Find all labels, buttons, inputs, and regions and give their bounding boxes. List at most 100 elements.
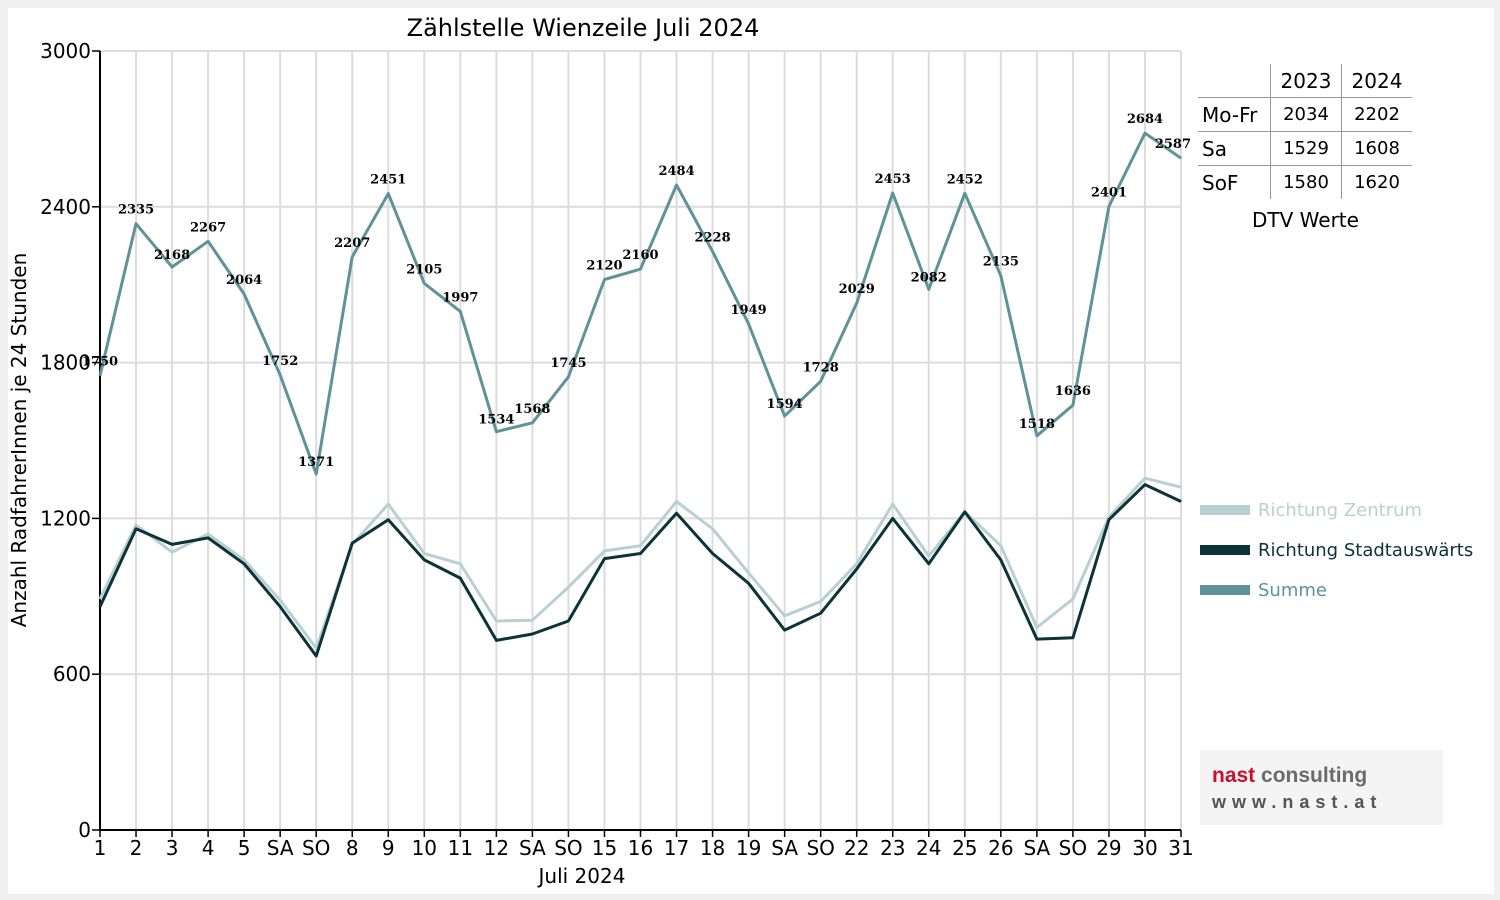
x-tick-label: 11 bbox=[448, 836, 473, 860]
y-tick-label: 0 bbox=[78, 818, 91, 842]
x-tick-label: SA bbox=[771, 836, 798, 860]
x-tick-label: 26 bbox=[988, 836, 1013, 860]
data-point bbox=[856, 302, 858, 304]
data-point bbox=[640, 268, 641, 270]
data-point bbox=[459, 563, 461, 565]
y-axis-title: Anzahl RadfahrerInnen je 24 Stunden bbox=[7, 253, 31, 628]
dtv-cell-2024: 2202 bbox=[1341, 97, 1412, 132]
x-tick-label: SO bbox=[302, 836, 330, 860]
data-label: 1728 bbox=[803, 360, 839, 375]
data-point bbox=[495, 639, 497, 641]
legend-label: Richtung Zentrum bbox=[1258, 499, 1423, 521]
data-point bbox=[784, 415, 786, 417]
data-label: 2453 bbox=[875, 172, 911, 187]
dtv-cell-2023: 1529 bbox=[1270, 131, 1342, 166]
x-tick-label: 18 bbox=[700, 836, 725, 860]
data-point bbox=[315, 473, 317, 475]
data-label: 1534 bbox=[478, 413, 514, 428]
data-point bbox=[243, 559, 245, 561]
data-point bbox=[315, 647, 317, 649]
legend-label: Richtung Stadtauswärts bbox=[1258, 539, 1474, 561]
legend: Richtung Zentrum Richtung Stadtauswärts … bbox=[1200, 490, 1473, 610]
x-tick-label: SA bbox=[519, 836, 546, 860]
x-tick-label: 12 bbox=[484, 836, 509, 860]
data-label: 2082 bbox=[911, 270, 947, 285]
dtv-table-header: 2023 2024 bbox=[1198, 64, 1412, 98]
x-tick-label: 4 bbox=[202, 836, 215, 860]
series-lines bbox=[98, 131, 1182, 658]
y-tick-label: 2400 bbox=[40, 195, 91, 219]
data-point bbox=[1144, 477, 1146, 479]
data-label: 2335 bbox=[118, 203, 154, 218]
x-tick-label: 9 bbox=[382, 836, 395, 860]
data-label: 2484 bbox=[658, 164, 694, 179]
x-tick-label: 22 bbox=[844, 836, 869, 860]
data-point bbox=[531, 422, 533, 424]
data-point bbox=[1072, 404, 1074, 406]
y-tick-label: 1200 bbox=[40, 506, 91, 530]
data-point bbox=[964, 192, 966, 194]
x-tick-label: 24 bbox=[916, 836, 941, 860]
data-point bbox=[1108, 519, 1110, 521]
x-tick-label: SO bbox=[554, 836, 582, 860]
data-point bbox=[748, 582, 750, 584]
data-point bbox=[531, 633, 533, 635]
dtv-cell-2023: 1580 bbox=[1270, 165, 1342, 199]
data-point bbox=[1036, 626, 1038, 628]
data-point bbox=[459, 310, 461, 312]
data-label: 1745 bbox=[550, 356, 586, 371]
data-point bbox=[135, 524, 137, 526]
data-point bbox=[567, 376, 569, 378]
data-label: 2168 bbox=[154, 248, 190, 263]
data-label: 1997 bbox=[442, 290, 478, 305]
data-point bbox=[712, 552, 714, 554]
dtv-cell-2024: 1608 bbox=[1341, 131, 1412, 166]
data-label: 2267 bbox=[190, 220, 226, 235]
data-point bbox=[567, 586, 569, 588]
data-point bbox=[928, 555, 930, 557]
data-point bbox=[99, 598, 101, 600]
data-point bbox=[892, 517, 894, 519]
data-label: 2135 bbox=[983, 255, 1019, 270]
data-label: 2105 bbox=[406, 262, 442, 277]
data-point bbox=[1180, 157, 1182, 159]
legend-swatch bbox=[1200, 505, 1250, 515]
x-tick-label: SO bbox=[806, 836, 834, 860]
data-point bbox=[603, 558, 605, 560]
data-point bbox=[279, 606, 281, 608]
dtv-cell-2024: 1620 bbox=[1341, 165, 1412, 199]
y-tick-label: 1800 bbox=[40, 351, 91, 375]
x-tick-label: 2 bbox=[130, 836, 143, 860]
data-point bbox=[423, 552, 425, 554]
data-point bbox=[676, 512, 678, 514]
grid-lines bbox=[99, 50, 1182, 831]
dtv-header-blank bbox=[1198, 64, 1271, 98]
data-point bbox=[207, 240, 209, 242]
x-tick-label: 17 bbox=[664, 836, 689, 860]
data-point bbox=[820, 612, 822, 614]
data-label: 2207 bbox=[334, 236, 370, 251]
x-tick-label: 1 bbox=[94, 836, 107, 860]
data-point bbox=[820, 600, 822, 602]
x-tick-label: 23 bbox=[880, 836, 905, 860]
data-label: 2401 bbox=[1091, 186, 1127, 201]
data-point bbox=[495, 431, 497, 433]
data-point bbox=[243, 293, 245, 295]
data-point bbox=[135, 528, 137, 530]
data-point bbox=[207, 537, 209, 539]
x-tick-label: 5 bbox=[238, 836, 251, 860]
dtv-header-2023: 2023 bbox=[1270, 64, 1342, 98]
data-point bbox=[1000, 559, 1002, 561]
x-tick-label: 16 bbox=[628, 836, 653, 860]
data-point bbox=[1000, 275, 1002, 277]
logo-name: nast consulting bbox=[1212, 764, 1368, 787]
data-point bbox=[748, 323, 750, 325]
data-label: 1568 bbox=[514, 402, 550, 417]
dtv-header-2024: 2024 bbox=[1351, 68, 1403, 93]
data-point bbox=[676, 184, 678, 186]
data-point bbox=[99, 606, 101, 608]
x-tick-label: 30 bbox=[1132, 836, 1157, 860]
